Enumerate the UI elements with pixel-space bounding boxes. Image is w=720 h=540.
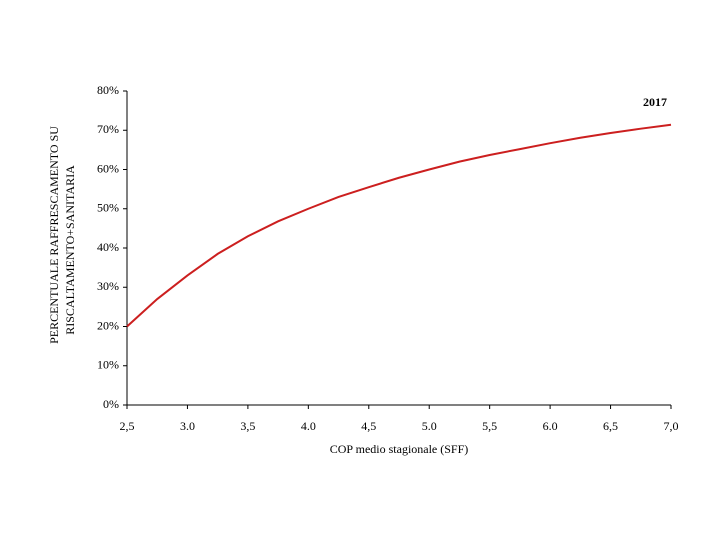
y-tick-label: 80%	[97, 83, 119, 97]
x-tick-label: 7,0	[664, 419, 679, 433]
x-tick-label: 5,5	[482, 419, 497, 433]
y-tick-label: 10%	[97, 358, 119, 372]
x-axis-label: COP medio stagionale (SFF)	[330, 442, 469, 456]
x-tick-label: 4,5	[361, 419, 376, 433]
x-tick-label: 4.0	[301, 419, 316, 433]
x-tick-label: 6.0	[543, 419, 558, 433]
line	[126, 123, 672, 328]
y-tick-label: 60%	[97, 161, 119, 175]
y-tick-label: 0%	[103, 397, 119, 411]
y-axis-label: RISCALTAMENTO+SANITARIA	[63, 165, 77, 335]
x-tick-label: 2,5	[120, 419, 135, 433]
annotation: 2017	[643, 95, 667, 109]
y-tick-label: 70%	[97, 122, 119, 136]
y-tick-label: 30%	[97, 279, 119, 293]
y-tick-label: 40%	[97, 240, 119, 254]
y-axis-label: PERCENTUALE RAFFRESCAMENTO SU	[47, 126, 61, 344]
x-tick-label: 6,5	[603, 419, 618, 433]
x-tick-label: 3,5	[240, 419, 255, 433]
x-tick-label: 3.0	[180, 419, 195, 433]
x-tick-label: 5.0	[422, 419, 437, 433]
y-tick-label: 50%	[97, 201, 119, 215]
y-tick-label: 20%	[97, 318, 119, 332]
